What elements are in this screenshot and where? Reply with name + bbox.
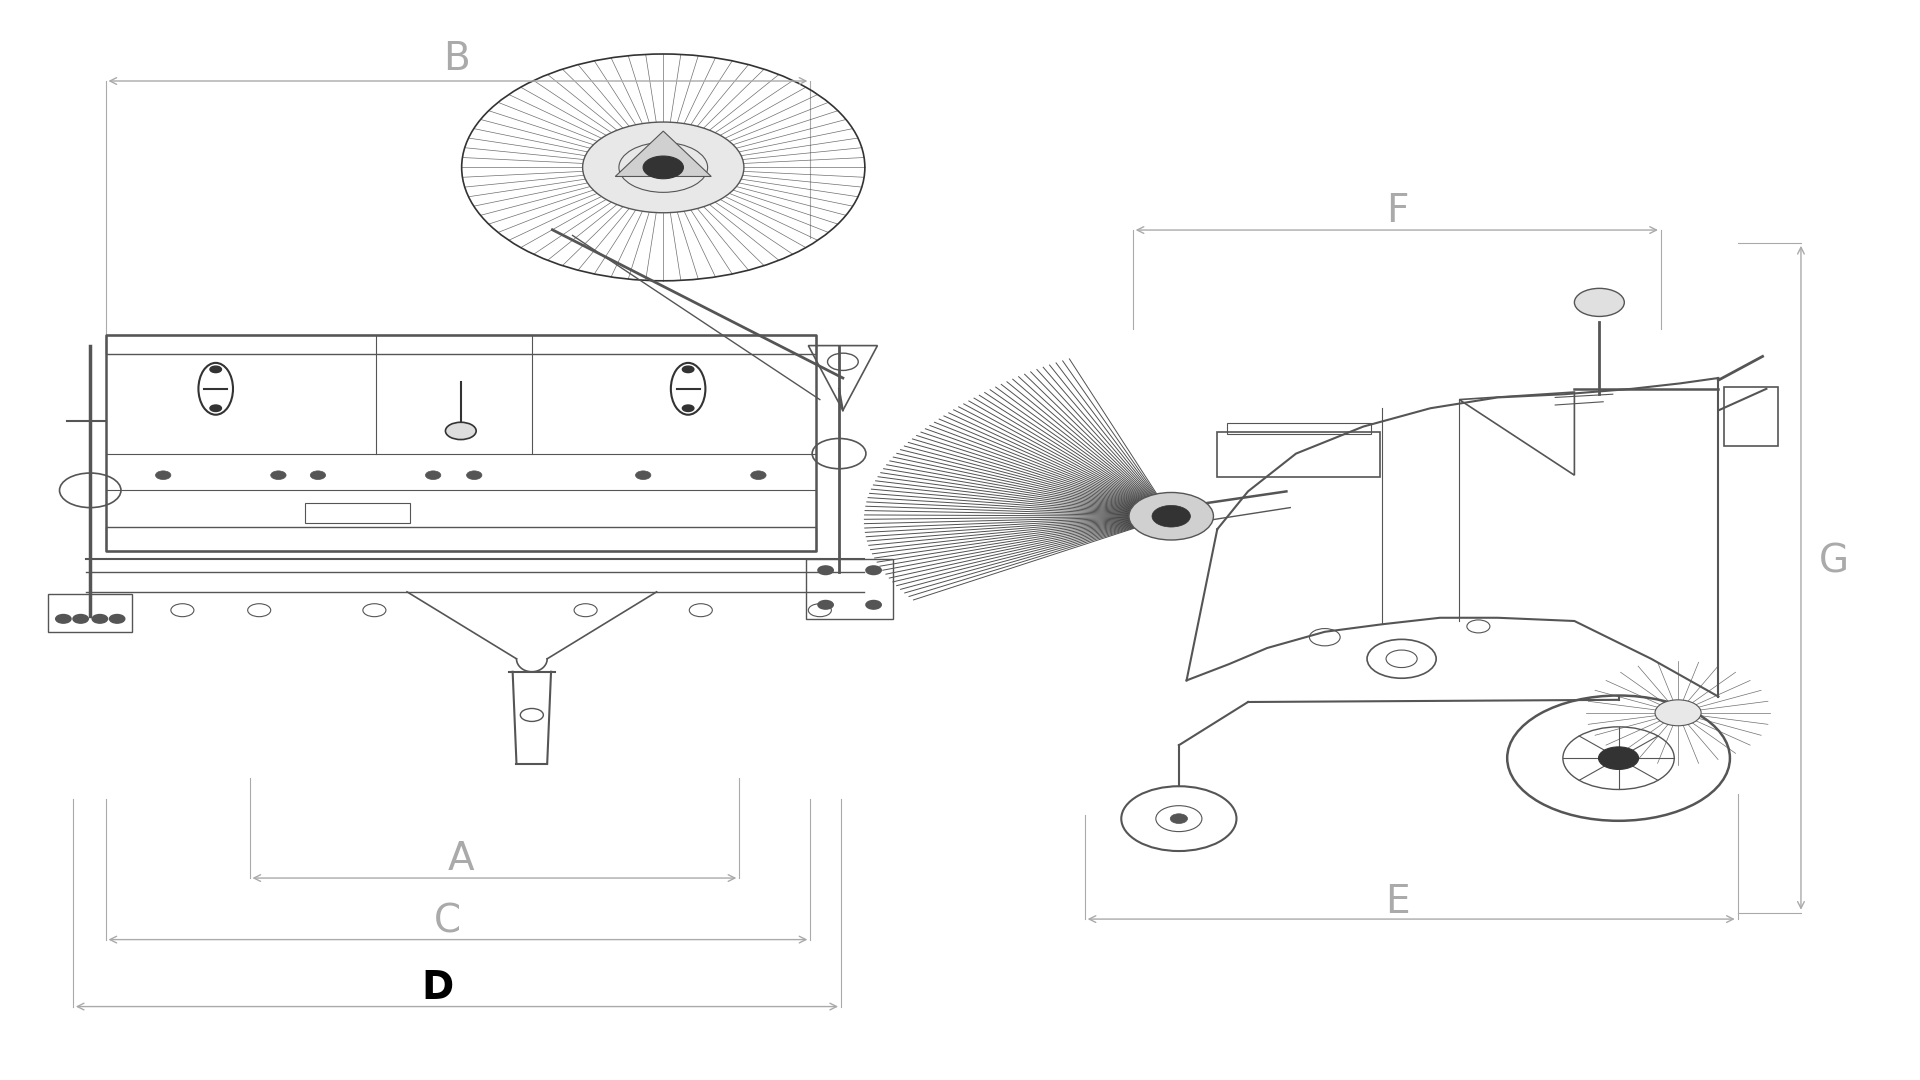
Circle shape <box>426 471 442 480</box>
Circle shape <box>445 422 476 440</box>
Circle shape <box>209 366 221 373</box>
Circle shape <box>1129 492 1213 540</box>
Bar <box>1724 387 1778 446</box>
Bar <box>106 527 816 551</box>
Circle shape <box>866 600 881 609</box>
Text: A: A <box>447 839 474 878</box>
Text: C: C <box>434 902 461 941</box>
Circle shape <box>582 122 743 213</box>
Text: D: D <box>422 969 453 1008</box>
Circle shape <box>109 615 125 623</box>
Circle shape <box>56 615 71 623</box>
Polygon shape <box>614 131 710 176</box>
Circle shape <box>73 615 88 623</box>
Circle shape <box>818 600 833 609</box>
Circle shape <box>209 405 221 411</box>
Text: F: F <box>1386 191 1409 230</box>
Circle shape <box>682 366 693 373</box>
Circle shape <box>1169 814 1187 823</box>
Bar <box>106 335 816 551</box>
Circle shape <box>467 471 482 480</box>
Circle shape <box>92 615 108 623</box>
Circle shape <box>1152 505 1190 527</box>
Circle shape <box>311 471 326 480</box>
Bar <box>48 594 132 632</box>
Circle shape <box>636 471 651 480</box>
Circle shape <box>643 156 684 178</box>
Text: E: E <box>1386 882 1409 921</box>
Circle shape <box>866 566 881 575</box>
Text: B: B <box>444 40 470 79</box>
Text: G: G <box>1818 542 1849 581</box>
Circle shape <box>271 471 286 480</box>
Circle shape <box>1655 700 1701 726</box>
Circle shape <box>818 566 833 575</box>
Bar <box>106 335 816 354</box>
Bar <box>1227 423 1371 434</box>
Circle shape <box>1574 288 1624 316</box>
Bar <box>305 503 411 523</box>
Circle shape <box>682 405 693 411</box>
Circle shape <box>1599 747 1638 769</box>
Circle shape <box>156 471 171 480</box>
Bar <box>1217 432 1380 477</box>
Bar <box>806 559 893 619</box>
Circle shape <box>751 471 766 480</box>
